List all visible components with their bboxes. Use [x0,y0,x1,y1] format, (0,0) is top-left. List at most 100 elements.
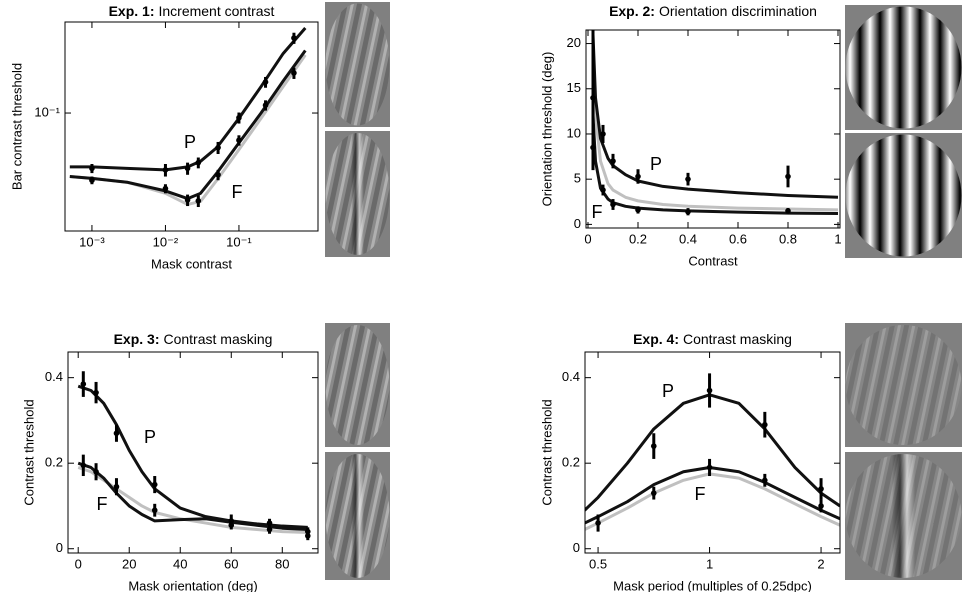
data-point [266,520,273,526]
series-label: P [650,154,662,174]
y-tick-label: 0.2 [45,455,63,470]
data-point [80,381,87,387]
title-text: Contrast masking [683,331,792,347]
plot-area [69,26,307,208]
title-text: Contrast masking [163,331,272,347]
series-label: P [662,381,674,401]
data-point [184,165,191,172]
title-label: Exp. 1: [109,3,155,19]
plot-area [77,371,311,541]
model-curve [585,393,840,512]
chart-title: Exp. 2: Orientation discrimination [609,3,817,19]
plot-frame [584,351,841,554]
y-tick-label: 0.4 [45,369,63,384]
x-tick-label: 10⁻² [153,234,179,249]
x-tick-label: 0.2 [629,231,647,246]
y-axis-label: Orientation threshold (deg) [539,52,554,207]
chart-title: Exp. 1: Increment contrast [109,3,275,19]
data-point [89,165,95,172]
y-tick-label: 0.2 [562,455,580,470]
model-curve [77,384,308,529]
data-point [89,177,95,184]
data-point [262,102,269,108]
data-point [93,389,99,396]
title-text: Orientation discrimination [659,3,817,19]
data-point [236,114,242,121]
stimulus-images [325,2,962,580]
data-point [162,167,169,173]
x-tick-label: 20 [122,556,136,571]
data-point [650,490,657,496]
data-point [228,522,235,529]
data-point [590,95,596,101]
x-tick-label: 40 [173,556,187,571]
data-point [762,477,768,484]
data-point [818,503,824,509]
data-point [595,520,601,526]
data-point [184,197,191,203]
model-curve [77,466,308,534]
x-tick-label: 10⁻³ [79,234,105,249]
y-tick-label: 0 [573,540,580,555]
data-point [650,443,657,449]
x-tick-label: 0.6 [729,231,747,246]
series-label: P [144,427,156,447]
y-axis-label: Bar contrast threshold [9,63,24,190]
plot-frame [67,351,319,554]
data-point [706,464,713,471]
data-point [706,387,713,394]
x-tick-label: 0.4 [679,231,697,246]
data-point [635,207,641,213]
title-label: Exp. 4: [633,331,679,347]
data-point [600,187,606,193]
y-tick-label: 15 [567,80,581,95]
title-label: Exp. 3: [114,331,160,347]
y-tick-label: 20 [567,35,581,50]
y-tick-label: 0.4 [562,369,580,384]
y-axis-label: Contrast threshold [21,399,36,505]
data-point [600,131,606,137]
model-curve [591,43,839,212]
title-label: Exp. 2: [609,3,655,19]
series-label: F [97,494,108,514]
data-point [162,185,169,192]
x-tick-label: 0 [75,556,82,571]
data-point [785,208,791,214]
data-point [113,430,120,437]
data-point [262,79,269,85]
x-tick-label: 1 [834,231,841,246]
data-point [151,481,158,488]
data-point [762,421,768,428]
panel: Exp. 3: Contrast masking Mask orientation … [21,331,319,592]
chart-title: Exp. 4: Contrast masking [633,331,792,347]
data-point [80,462,87,469]
data-point [590,144,596,151]
x-axis-label: Mask period (multiples of 0.25dpc) [613,578,812,592]
series-label: F [592,202,603,222]
data-point [291,35,297,41]
model-curve [69,49,307,201]
y-tick-label: 5 [574,171,581,186]
x-tick-label: 80 [275,556,289,571]
data-point [610,158,616,164]
x-tick-label: 60 [224,556,238,571]
panel: Exp. 1: Increment contrast Mask contrast Ba… [9,3,319,271]
data-point [195,198,202,204]
data-point [215,144,221,151]
x-tick-label: 0.5 [589,556,607,571]
data-point [151,507,158,514]
data-point [215,171,221,178]
data-point [635,173,641,180]
y-tick-label: 0 [56,540,63,555]
x-tick-label: 1 [706,556,713,571]
plot-area [590,30,839,216]
data-point [685,176,691,182]
model-curve [77,461,308,531]
data-point [291,70,297,76]
data-point [818,486,824,492]
x-tick-label: 10⁻¹ [226,234,252,249]
data-point [195,159,202,166]
x-tick-label: 0 [584,231,591,246]
plot-frame [64,21,319,232]
